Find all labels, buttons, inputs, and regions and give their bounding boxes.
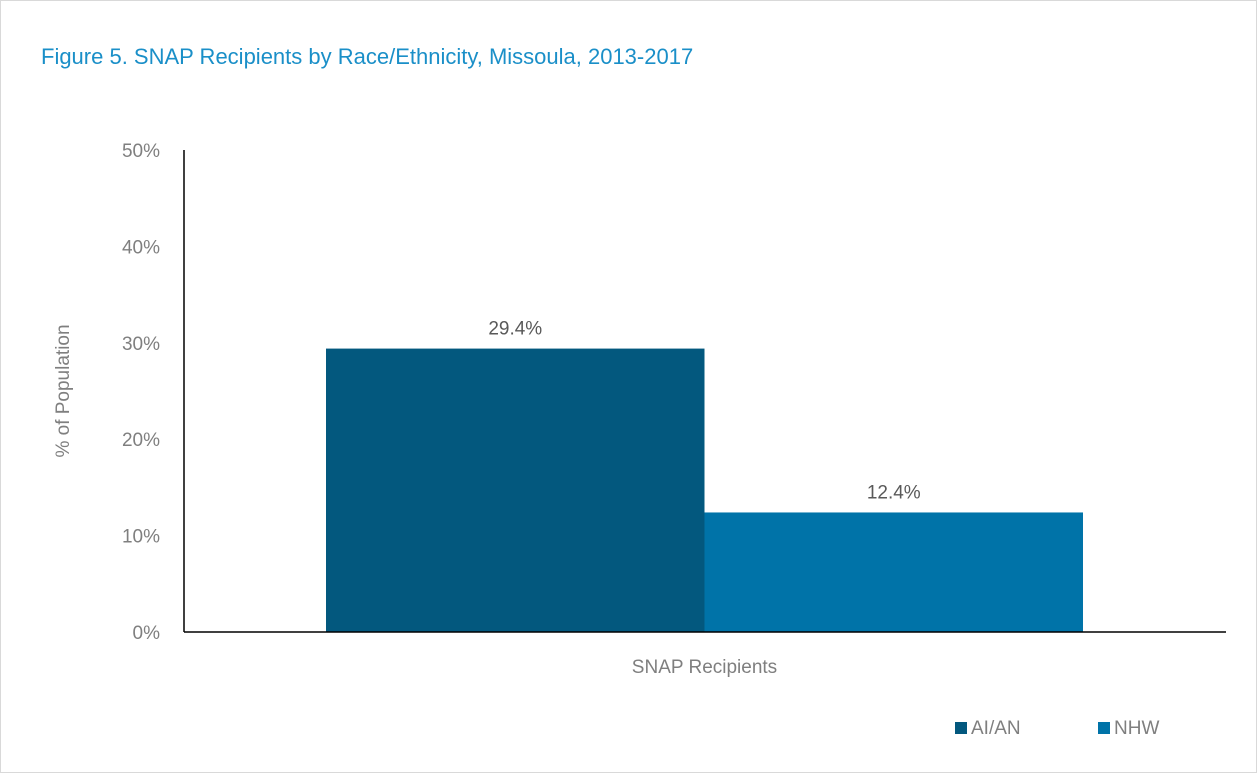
y-tick-label: 50% xyxy=(122,141,160,162)
data-label: 12.4% xyxy=(867,482,921,503)
legend-label: AI/AN xyxy=(971,718,1021,739)
bar-nhw xyxy=(704,512,1083,632)
y-tick-label: 20% xyxy=(122,430,160,451)
data-label: 29.4% xyxy=(488,319,542,340)
y-tick-label: 10% xyxy=(122,527,160,548)
x-category-label: SNAP Recipients xyxy=(632,657,777,678)
y-tick-label: 30% xyxy=(122,334,160,355)
chart-title: Figure 5. SNAP Recipients by Race/Ethnic… xyxy=(41,44,694,69)
legend-swatch xyxy=(955,722,967,734)
y-tick-label: 0% xyxy=(133,623,161,644)
y-tick-label: 40% xyxy=(122,237,160,258)
legend-swatch xyxy=(1098,722,1110,734)
bar-ai-an xyxy=(326,348,705,632)
legend-label: NHW xyxy=(1114,718,1159,739)
y-axis-label: % of Population xyxy=(53,324,74,457)
